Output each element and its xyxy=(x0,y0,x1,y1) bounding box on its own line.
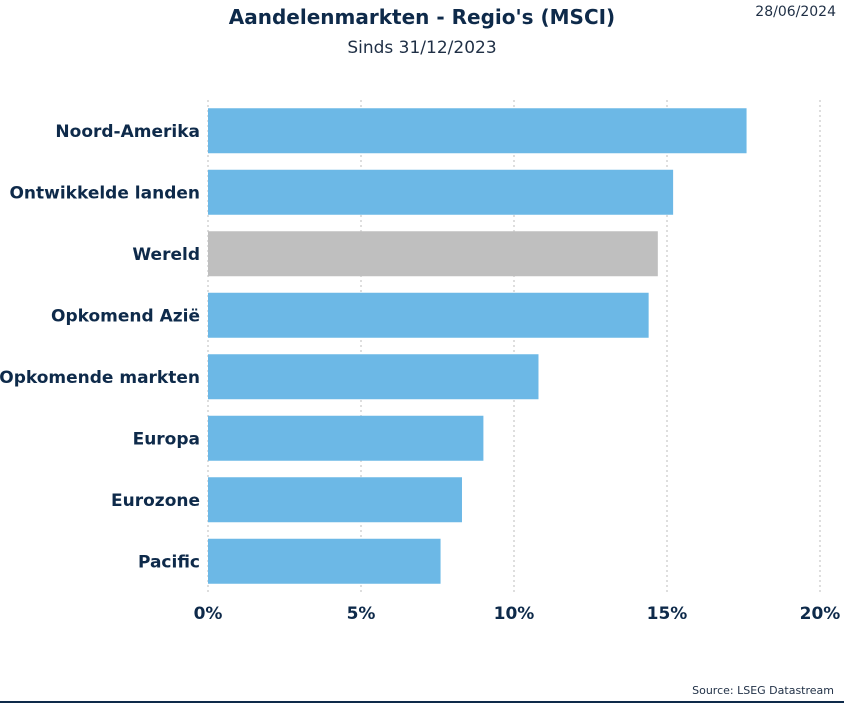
category-label-0: Noord-Amerika xyxy=(55,122,200,142)
category-label-5: Europa xyxy=(133,429,200,449)
bar-3 xyxy=(208,292,649,338)
x-tick-label-4: 20% xyxy=(800,604,841,624)
x-tick-label-0: 0% xyxy=(194,604,223,624)
category-label-3: Opkomend Azië xyxy=(51,306,200,326)
date-label: 28/06/2024 xyxy=(755,4,836,20)
bar-1 xyxy=(208,169,674,215)
category-label-4: Opkomende markten xyxy=(0,368,200,388)
bar-4 xyxy=(208,354,539,400)
bar-7 xyxy=(208,538,441,584)
x-tick-label-1: 5% xyxy=(347,604,376,624)
category-label-1: Ontwikkelde landen xyxy=(9,183,200,203)
bar-5 xyxy=(208,415,484,461)
bar-0 xyxy=(208,108,747,154)
bar-2 xyxy=(208,231,658,277)
bar-6 xyxy=(208,477,462,523)
x-tick-label-2: 10% xyxy=(494,604,535,624)
chart-subtitle: Sinds 31/12/2023 xyxy=(347,38,497,58)
x-tick-label-3: 15% xyxy=(647,604,688,624)
bottom-divider xyxy=(0,701,844,703)
category-label-6: Eurozone xyxy=(111,491,200,511)
category-label-7: Pacific xyxy=(138,552,200,572)
chart-title: Aandelenmarkten - Regio's (MSCI) xyxy=(228,5,616,29)
category-label-2: Wereld xyxy=(132,245,200,265)
source-note: Source: LSEG Datastream xyxy=(692,684,834,697)
